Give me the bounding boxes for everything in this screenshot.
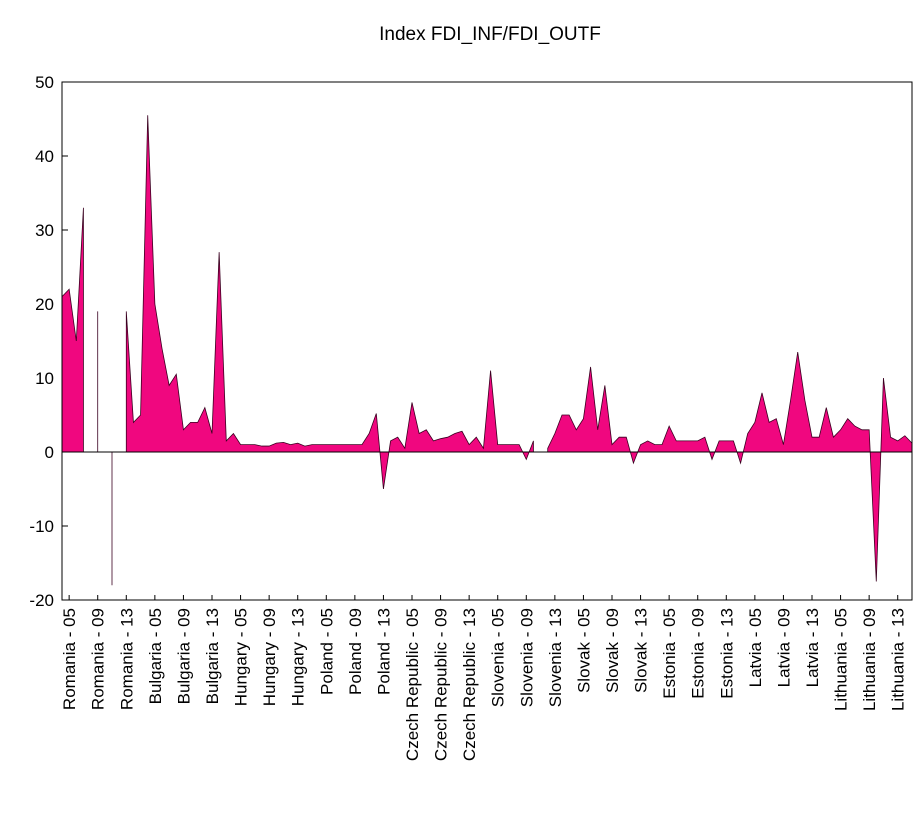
x-tick-label: Czech Republic - 09 (432, 608, 451, 761)
x-tick-label: Lithuania - 13 (889, 608, 908, 711)
x-tick-label: Slovenia - 09 (517, 608, 536, 707)
x-tick-label: Hungary - 13 (289, 608, 308, 706)
x-tick-label: Romania - 05 (60, 608, 79, 710)
y-tick-label: 30 (35, 221, 54, 240)
y-tick-label: 50 (35, 73, 54, 92)
y-tick-label: 10 (35, 369, 54, 388)
y-tick-label: 0 (45, 443, 54, 462)
y-tick-label: 40 (35, 147, 54, 166)
x-tick-label: Latvia - 13 (803, 608, 822, 687)
x-tick-label: Romania - 09 (89, 608, 108, 710)
x-tick-label: Estonia - 05 (660, 608, 679, 699)
x-tick-label: Lithuania - 09 (860, 608, 879, 711)
x-tick-label: Slovak - 05 (574, 608, 593, 693)
y-tick-label: 20 (35, 295, 54, 314)
x-tick-label: Poland - 13 (374, 608, 393, 695)
y-tick-label: -20 (29, 591, 54, 610)
x-tick-label: Czech Republic - 13 (460, 608, 479, 761)
x-tick-label: Estonia - 13 (717, 608, 736, 699)
plot-frame (61, 81, 913, 601)
x-tick-label: Latvia - 09 (774, 608, 793, 687)
x-tick-label: Bulgaria - 09 (174, 608, 193, 704)
x-tick-label: Poland - 05 (317, 608, 336, 695)
x-tick-label: Slovenia - 13 (546, 608, 565, 707)
x-tick-label: Czech Republic - 05 (403, 608, 422, 761)
x-tick-label: Latvia - 05 (746, 608, 765, 687)
x-tick-label: Slovak - 13 (632, 608, 651, 693)
area (61, 115, 913, 586)
x-tick-label: Hungary - 09 (260, 608, 279, 706)
x-tick-label: Bulgaria - 13 (203, 608, 222, 704)
x-tick-label: Slovak - 09 (603, 608, 622, 693)
x-tick-label: Slovenia - 05 (489, 608, 508, 707)
x-tick-label: Estonia - 09 (689, 608, 708, 699)
x-tick-label: Poland - 09 (346, 608, 365, 695)
x-tick-label: Lithuania - 05 (832, 608, 851, 711)
x-tick-label: Bulgaria - 05 (146, 608, 165, 704)
x-tick-label: Hungary - 05 (232, 608, 251, 706)
chart-title: Index FDI_INF/FDI_OUTF (379, 24, 601, 45)
y-tick-label: -10 (29, 517, 54, 536)
x-tick-label: Romania - 13 (117, 608, 136, 710)
